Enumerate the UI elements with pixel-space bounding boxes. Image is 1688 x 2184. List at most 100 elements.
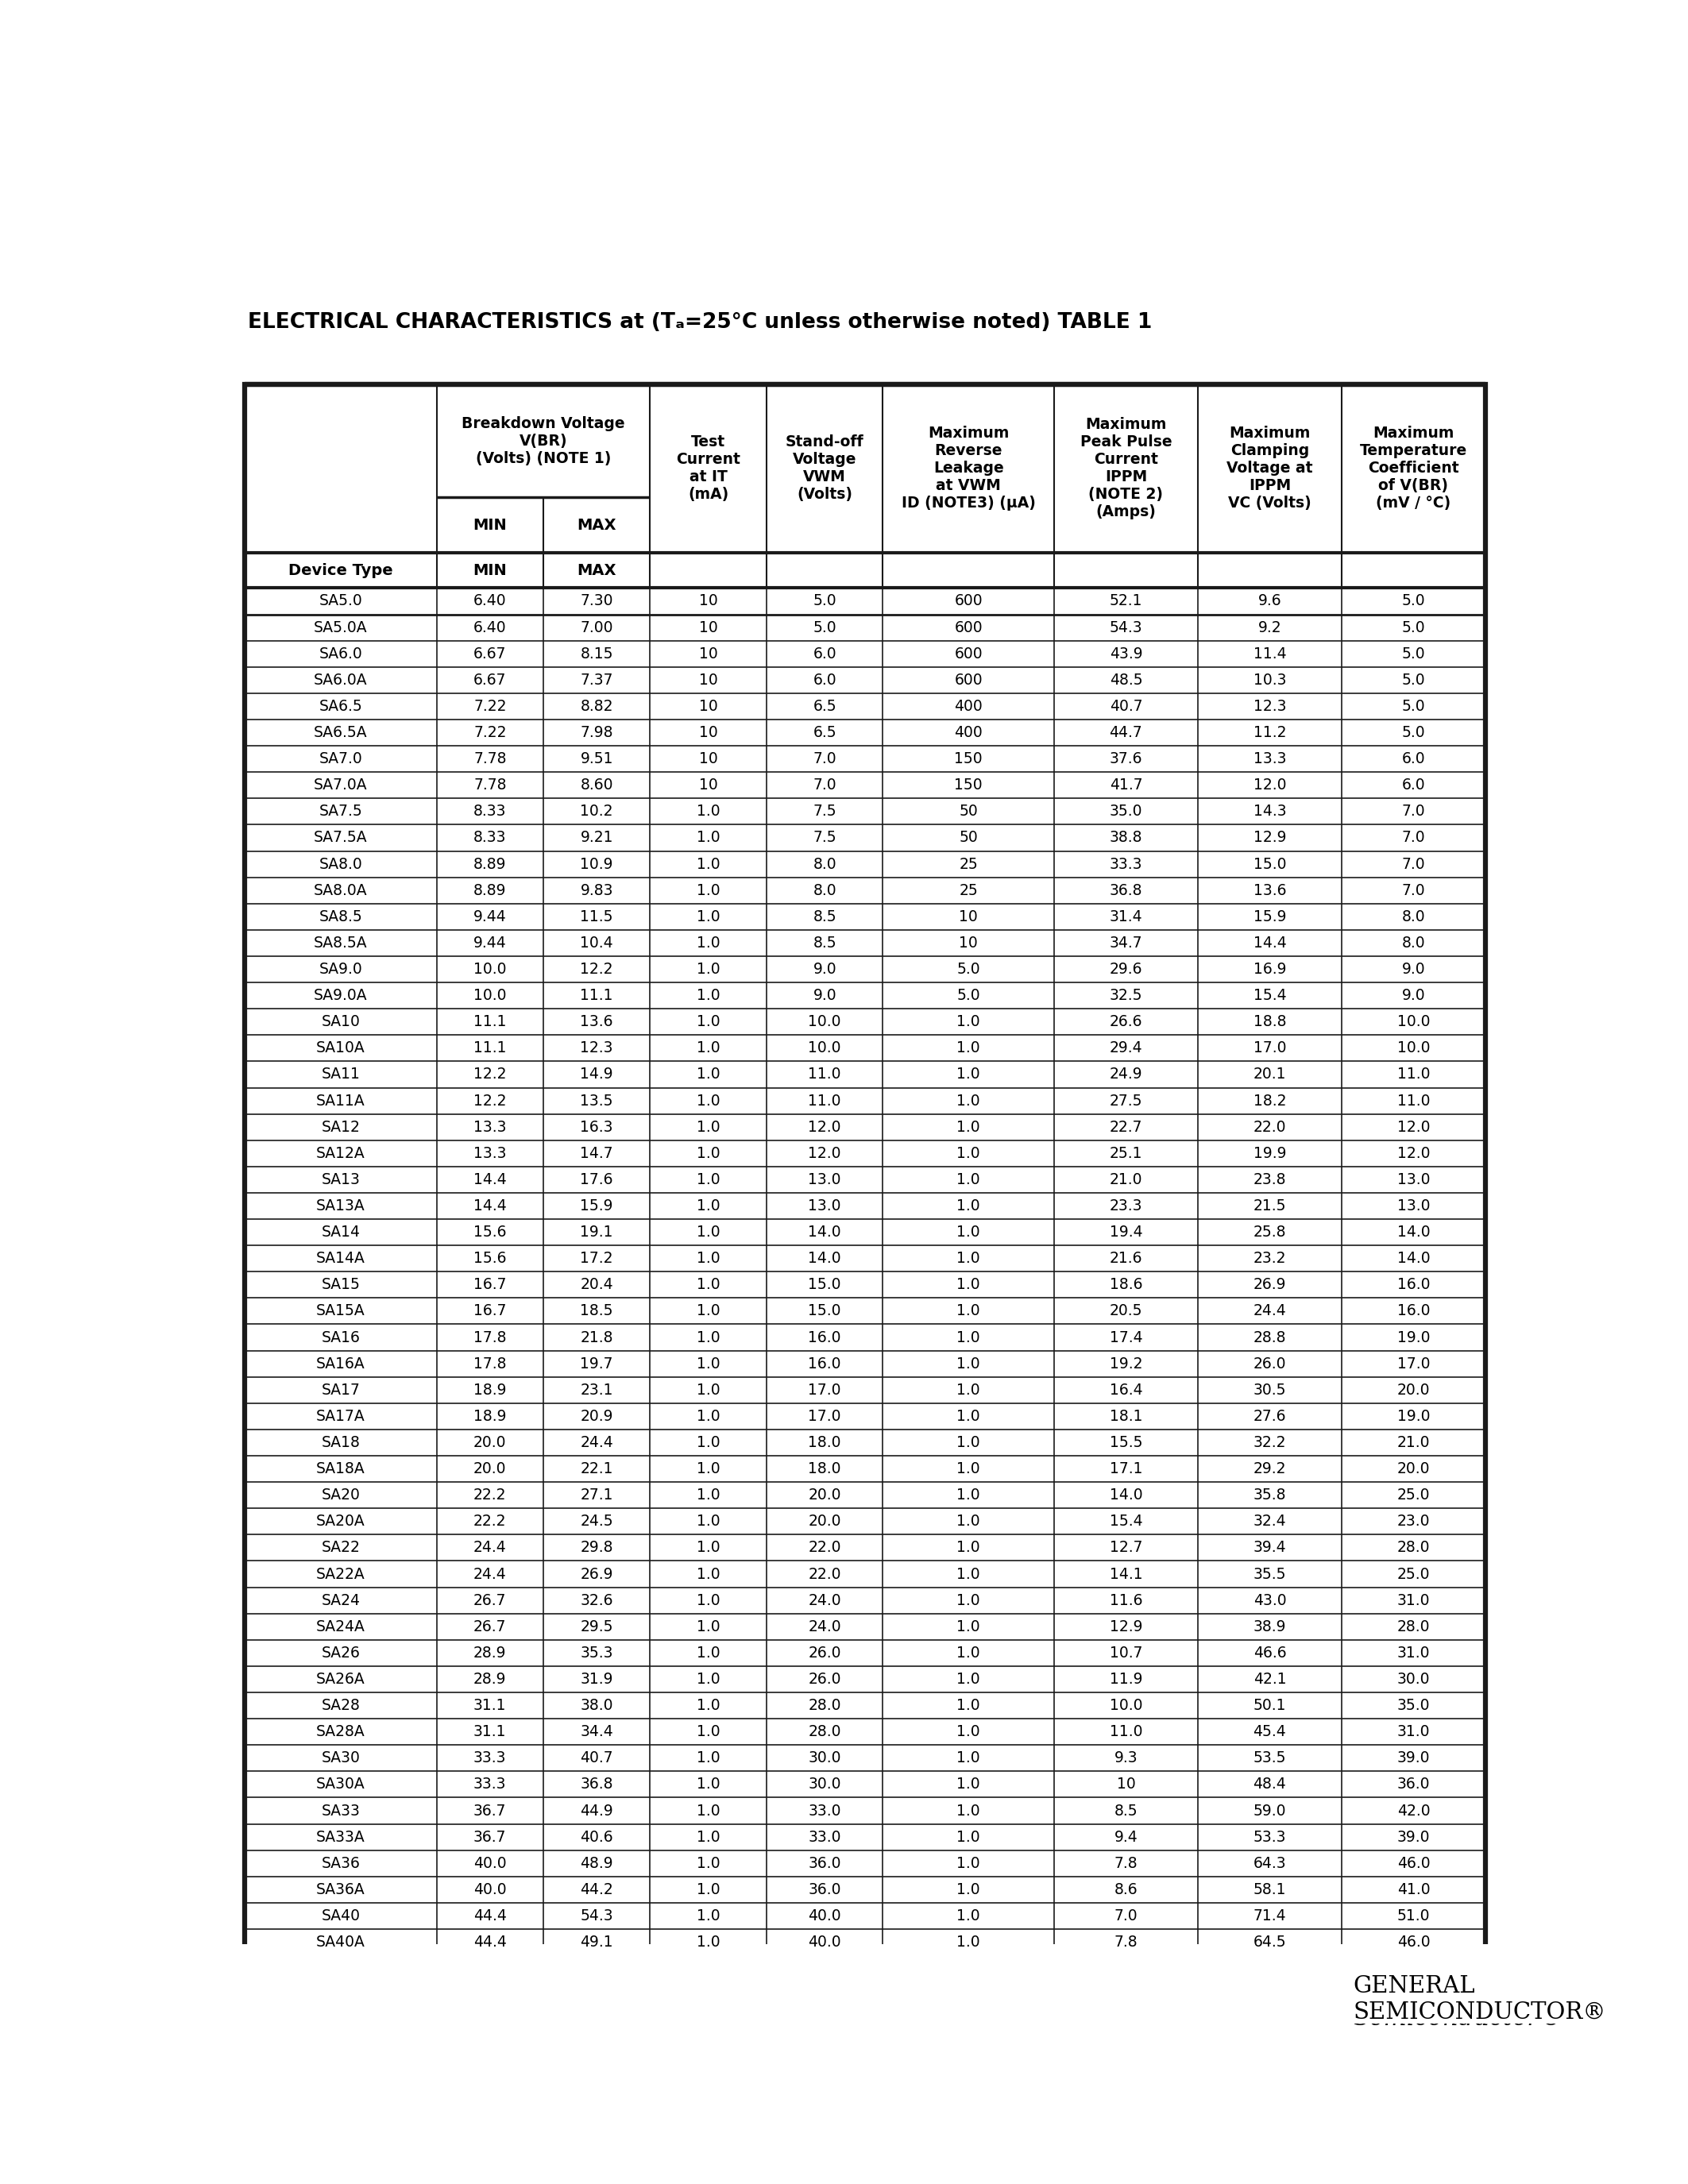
Text: 59.0: 59.0 xyxy=(1252,1804,1286,1819)
Text: 1.0: 1.0 xyxy=(957,1856,981,1872)
Text: 11.6: 11.6 xyxy=(1109,1592,1143,1607)
Text: 11.0: 11.0 xyxy=(809,1094,841,1107)
Text: 17.0: 17.0 xyxy=(809,1409,841,1424)
Text: 5.0: 5.0 xyxy=(814,594,837,609)
Text: 36.7: 36.7 xyxy=(473,1830,506,1845)
Text: 7.0: 7.0 xyxy=(814,751,837,767)
Text: 64.3: 64.3 xyxy=(1252,1856,1286,1872)
Text: 36.0: 36.0 xyxy=(1398,1778,1430,1793)
Text: 1.0: 1.0 xyxy=(697,1120,721,1136)
Text: 7.0: 7.0 xyxy=(1114,1909,1138,1924)
Text: 9.51: 9.51 xyxy=(581,751,613,767)
Text: 17.0: 17.0 xyxy=(1252,1040,1286,1055)
Text: 24.5: 24.5 xyxy=(581,1514,613,1529)
Text: 53.5: 53.5 xyxy=(1252,1752,1286,1765)
Text: 46.0: 46.0 xyxy=(1398,1935,1430,1950)
Text: 17.4: 17.4 xyxy=(1109,1330,1143,1345)
Text: 1.0: 1.0 xyxy=(697,1514,721,1529)
Text: SA33A: SA33A xyxy=(316,1830,365,1845)
Text: 25: 25 xyxy=(959,856,977,871)
Text: 10: 10 xyxy=(1116,1778,1136,1793)
Text: 13.6: 13.6 xyxy=(581,1013,613,1029)
Text: Device Type: Device Type xyxy=(289,563,393,579)
Text: SA6.0A: SA6.0A xyxy=(314,673,368,688)
Text: SA28A: SA28A xyxy=(316,1725,365,1738)
Text: 12.2: 12.2 xyxy=(473,1094,506,1107)
Text: 1.0: 1.0 xyxy=(957,1883,981,1898)
Text: 14.0: 14.0 xyxy=(1109,1487,1143,1503)
Text: 22.2: 22.2 xyxy=(473,1487,506,1503)
Text: 7.0: 7.0 xyxy=(814,778,837,793)
Text: 39.0: 39.0 xyxy=(1398,1752,1430,1765)
Text: SA22A: SA22A xyxy=(316,1566,365,1581)
Text: 7.8: 7.8 xyxy=(1114,1935,1138,1950)
Text: 1.0: 1.0 xyxy=(957,1909,981,1924)
Text: 1.0: 1.0 xyxy=(697,1697,721,1712)
Text: 10.0: 10.0 xyxy=(809,1040,841,1055)
Text: 71.4: 71.4 xyxy=(1252,1909,1286,1924)
Text: 1.0: 1.0 xyxy=(957,1147,981,1162)
Text: 1.0: 1.0 xyxy=(957,1671,981,1686)
Text: 36.0: 36.0 xyxy=(809,1883,841,1898)
Text: 39.4: 39.4 xyxy=(1252,1540,1286,1555)
Text: 7.0: 7.0 xyxy=(1401,830,1425,845)
Text: SA20A: SA20A xyxy=(316,1514,365,1529)
Text: 26.0: 26.0 xyxy=(809,1645,841,1660)
Text: 44.2: 44.2 xyxy=(581,1883,613,1898)
Text: 10.9: 10.9 xyxy=(581,856,613,871)
Text: 10: 10 xyxy=(699,778,717,793)
Text: 1.0: 1.0 xyxy=(957,1382,981,1398)
Text: 13.0: 13.0 xyxy=(1398,1173,1430,1188)
Text: 13.0: 13.0 xyxy=(809,1199,841,1214)
Text: 1.0: 1.0 xyxy=(697,1147,721,1162)
Text: 35.5: 35.5 xyxy=(1252,1566,1286,1581)
Text: 20.0: 20.0 xyxy=(1398,1461,1430,1476)
Text: 22.0: 22.0 xyxy=(809,1566,841,1581)
Text: 14.4: 14.4 xyxy=(1252,935,1286,950)
Text: 28.9: 28.9 xyxy=(473,1645,506,1660)
Text: SA30A: SA30A xyxy=(316,1778,365,1793)
Text: 28.0: 28.0 xyxy=(1398,1540,1430,1555)
Text: SA17A: SA17A xyxy=(316,1409,365,1424)
Text: 1.0: 1.0 xyxy=(957,1304,981,1319)
Text: 1.0: 1.0 xyxy=(697,1435,721,1450)
Text: 9.0: 9.0 xyxy=(1401,961,1425,976)
Text: 28.0: 28.0 xyxy=(1398,1618,1430,1634)
Text: 26.9: 26.9 xyxy=(1252,1278,1286,1293)
Text: 10: 10 xyxy=(699,699,717,714)
Text: 1.0: 1.0 xyxy=(697,1461,721,1476)
Text: 18.8: 18.8 xyxy=(1252,1013,1286,1029)
Text: 25.8: 25.8 xyxy=(1252,1225,1286,1241)
Text: 1.0: 1.0 xyxy=(697,987,721,1002)
Text: 8.60: 8.60 xyxy=(581,778,613,793)
Text: 26.9: 26.9 xyxy=(581,1566,613,1581)
Text: 1.0: 1.0 xyxy=(957,1173,981,1188)
Text: 14.0: 14.0 xyxy=(1398,1251,1430,1267)
Text: 6.67: 6.67 xyxy=(473,673,506,688)
Text: 1.0: 1.0 xyxy=(697,1356,721,1372)
Text: 40.6: 40.6 xyxy=(581,1830,613,1845)
Text: SA8.5: SA8.5 xyxy=(319,909,363,924)
Text: 13.5: 13.5 xyxy=(581,1094,613,1107)
Text: 7.30: 7.30 xyxy=(581,594,613,609)
Text: 48.9: 48.9 xyxy=(581,1856,613,1872)
Text: 7.5: 7.5 xyxy=(814,804,837,819)
Text: SA12: SA12 xyxy=(321,1120,360,1136)
Text: SA13: SA13 xyxy=(321,1173,360,1188)
Text: 17.0: 17.0 xyxy=(1398,1356,1430,1372)
Text: 1.0: 1.0 xyxy=(957,1566,981,1581)
Text: SA12A: SA12A xyxy=(316,1147,365,1162)
Text: SA6.0: SA6.0 xyxy=(319,646,363,662)
Text: 11.1: 11.1 xyxy=(473,1013,506,1029)
Text: 43.9: 43.9 xyxy=(1109,646,1143,662)
Text: 7.22: 7.22 xyxy=(473,725,506,740)
Text: ELECTRICAL CHARACTERISTICS at (Tₐ=25°C unless otherwise noted) TABLE 1: ELECTRICAL CHARACTERISTICS at (Tₐ=25°C u… xyxy=(248,312,1153,332)
Text: 38.8: 38.8 xyxy=(1109,830,1143,845)
Text: 38.0: 38.0 xyxy=(581,1697,613,1712)
Text: 1.0: 1.0 xyxy=(697,1199,721,1214)
Text: 34.4: 34.4 xyxy=(581,1725,613,1738)
Text: 1.0: 1.0 xyxy=(697,882,721,898)
Text: 1.0: 1.0 xyxy=(957,1752,981,1765)
Text: 9.4: 9.4 xyxy=(1114,1830,1138,1845)
Text: GENERAL
SEMICONDUCTOR®: GENERAL SEMICONDUCTOR® xyxy=(1354,1974,1605,2022)
